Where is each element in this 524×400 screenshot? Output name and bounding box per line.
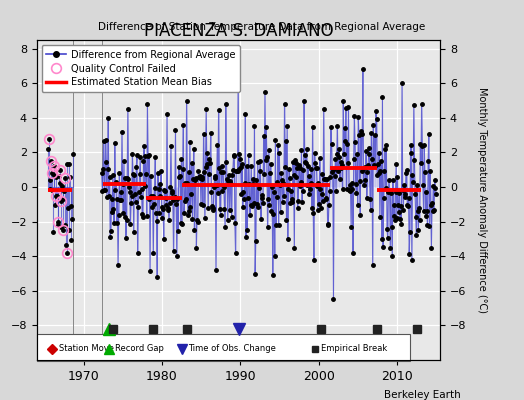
Y-axis label: Monthly Temperature Anomaly Difference (°C): Monthly Temperature Anomaly Difference (…	[477, 87, 487, 313]
Text: Difference of Station Temperature Data from Regional Average: Difference of Station Temperature Data f…	[99, 22, 425, 32]
Text: Record Gap: Record Gap	[115, 344, 164, 353]
Text: Empirical Break: Empirical Break	[321, 344, 387, 353]
Title: PIACENZA S. DAMIANO: PIACENZA S. DAMIANO	[144, 22, 333, 40]
Legend: Difference from Regional Average, Quality Control Failed, Estimated Station Mean: Difference from Regional Average, Qualit…	[41, 45, 240, 92]
Text: Berkeley Earth: Berkeley Earth	[385, 390, 461, 400]
FancyBboxPatch shape	[37, 334, 410, 361]
Text: Station Move: Station Move	[59, 344, 114, 353]
Text: Time of Obs. Change: Time of Obs. Change	[188, 344, 276, 353]
